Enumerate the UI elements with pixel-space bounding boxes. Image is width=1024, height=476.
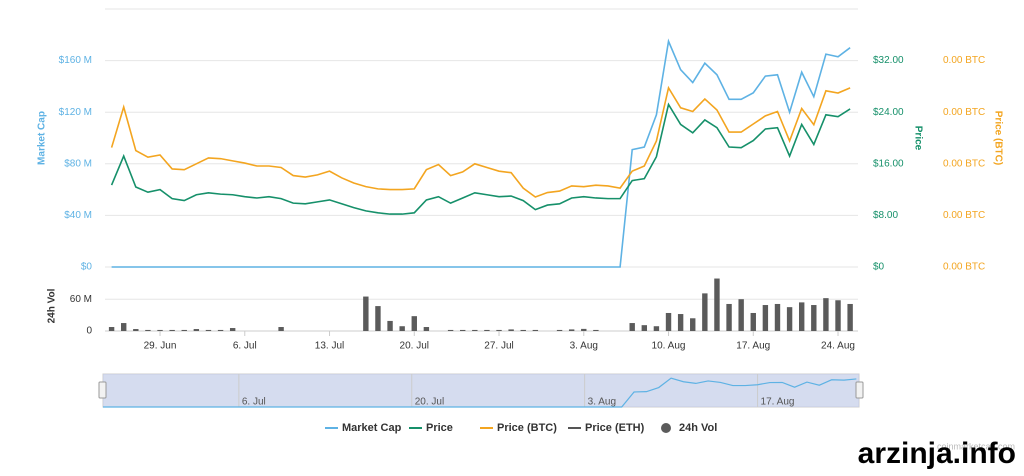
y2ticks-label: $32.00 <box>873 55 904 66</box>
yticks-label: $80 M <box>64 158 92 169</box>
navigator-mask[interactable] <box>103 374 859 407</box>
series-line <box>110 85 851 198</box>
y2ticks-label: $8.00 <box>873 210 898 221</box>
volume-bar <box>496 329 502 331</box>
volume-bar <box>217 329 224 331</box>
watermark: arzinja.info <box>858 437 1016 470</box>
volticks-label: 60 M <box>70 294 92 305</box>
volume-bar <box>823 298 829 331</box>
volume-bar <box>593 329 599 331</box>
volume-bar <box>641 325 648 331</box>
legend-symbol <box>661 423 671 433</box>
volume-bar <box>629 323 635 331</box>
volume-bar <box>786 307 793 331</box>
y2-axis-title: Price <box>912 126 923 151</box>
y2ticks-label: $24.00 <box>873 107 904 118</box>
legend-label[interactable]: Price (BTC) <box>497 422 557 434</box>
volume-bar <box>677 314 684 331</box>
volume-bar <box>508 329 514 331</box>
volume-bar <box>169 329 175 331</box>
navigator-label: 17. Aug <box>761 397 795 408</box>
series-line <box>110 102 851 215</box>
y3ticks-label: 0.00 BTC <box>943 210 985 221</box>
volticks-label: 0 <box>86 326 92 337</box>
volume-bar <box>581 328 587 331</box>
volume-bar <box>181 329 187 331</box>
y2ticks-label: $0 <box>873 262 885 273</box>
volume-bar <box>193 329 200 331</box>
volume-bar <box>205 329 212 331</box>
x-tick-label: 13. Jul <box>315 341 344 352</box>
volume-bar <box>411 316 417 331</box>
x-tick-label: 10. Aug <box>652 341 686 352</box>
navigator-label: 6. Jul <box>242 397 266 408</box>
y3ticks-label: 0.00 BTC <box>943 262 985 273</box>
volume-bar <box>484 329 490 331</box>
volume-bar <box>714 278 720 331</box>
x-tick-label: 6. Jul <box>233 341 257 352</box>
legend-label[interactable]: Market Cap <box>342 422 402 434</box>
x-tick-label: 27. Jul <box>484 341 513 352</box>
legend-label[interactable]: 24h Vol <box>679 422 717 434</box>
y2ticks-label: $16.00 <box>873 158 904 169</box>
volume-bar <box>835 300 841 331</box>
volume-bar <box>108 327 115 331</box>
y3ticks-label: 0.00 BTC <box>943 107 985 118</box>
y-axis-title: Market Cap <box>37 111 48 165</box>
volume-bar <box>423 327 430 331</box>
volume-bar <box>811 305 817 331</box>
navigator-handle[interactable] <box>98 381 107 399</box>
volume-bar <box>229 328 236 331</box>
x-tick-label: 20. Jul <box>400 341 429 352</box>
volume-bar <box>798 302 805 331</box>
volume-bar <box>460 329 466 331</box>
volume-bar <box>568 329 575 331</box>
volume-bar <box>532 329 539 331</box>
yticks-label: $160 M <box>59 55 92 66</box>
volume-bar <box>363 296 369 331</box>
volume-bar <box>157 329 163 331</box>
navigator-handle[interactable] <box>855 381 864 399</box>
volume-bar <box>133 329 139 331</box>
volume-bar <box>738 299 744 331</box>
yticks-label: $120 M <box>59 107 92 118</box>
volume-bar <box>726 303 732 331</box>
volume-bar <box>665 312 672 331</box>
x-tick-label: 24. Aug <box>821 341 855 352</box>
volume-bar <box>145 329 151 331</box>
volume-bar <box>702 293 708 331</box>
x-tick-label: 3. Aug <box>570 341 598 352</box>
volume-bar <box>762 305 769 331</box>
volume-bar <box>520 329 526 331</box>
volume-bar <box>472 329 478 331</box>
series-line <box>111 38 851 268</box>
y3ticks-label: 0.00 BTC <box>943 55 985 66</box>
volume-bar <box>690 318 696 331</box>
volume-bar <box>375 306 381 331</box>
volume-bar <box>447 329 454 331</box>
yticks-label: $40 M <box>64 210 92 221</box>
legend-label[interactable]: Price <box>426 422 453 434</box>
volume-bar <box>750 312 756 331</box>
volume-bar <box>121 323 127 331</box>
volume-bar <box>774 303 781 331</box>
yticks-label: $0 <box>81 262 93 273</box>
vol-axis-title: 24h Vol <box>47 288 58 323</box>
legend-label[interactable]: Price (ETH) <box>585 422 645 434</box>
x-tick-label: 29. Jun <box>144 341 177 352</box>
x-tick-label: 17. Aug <box>736 341 770 352</box>
volume-bar <box>387 320 393 331</box>
volume-bar <box>278 327 284 331</box>
volume-bar <box>653 326 660 331</box>
volume-bar <box>847 303 853 331</box>
credit: coinmarketcap.com <box>937 441 1015 451</box>
navigator-label: 3. Aug <box>588 397 616 408</box>
y3-axis-title: Price (BTC) <box>992 111 1003 165</box>
y3ticks-label: 0.00 BTC <box>943 158 985 169</box>
navigator-line <box>103 377 857 408</box>
navigator-label: 20. Jul <box>415 397 444 408</box>
volume-bar <box>556 329 563 331</box>
volume-bar <box>399 326 405 331</box>
